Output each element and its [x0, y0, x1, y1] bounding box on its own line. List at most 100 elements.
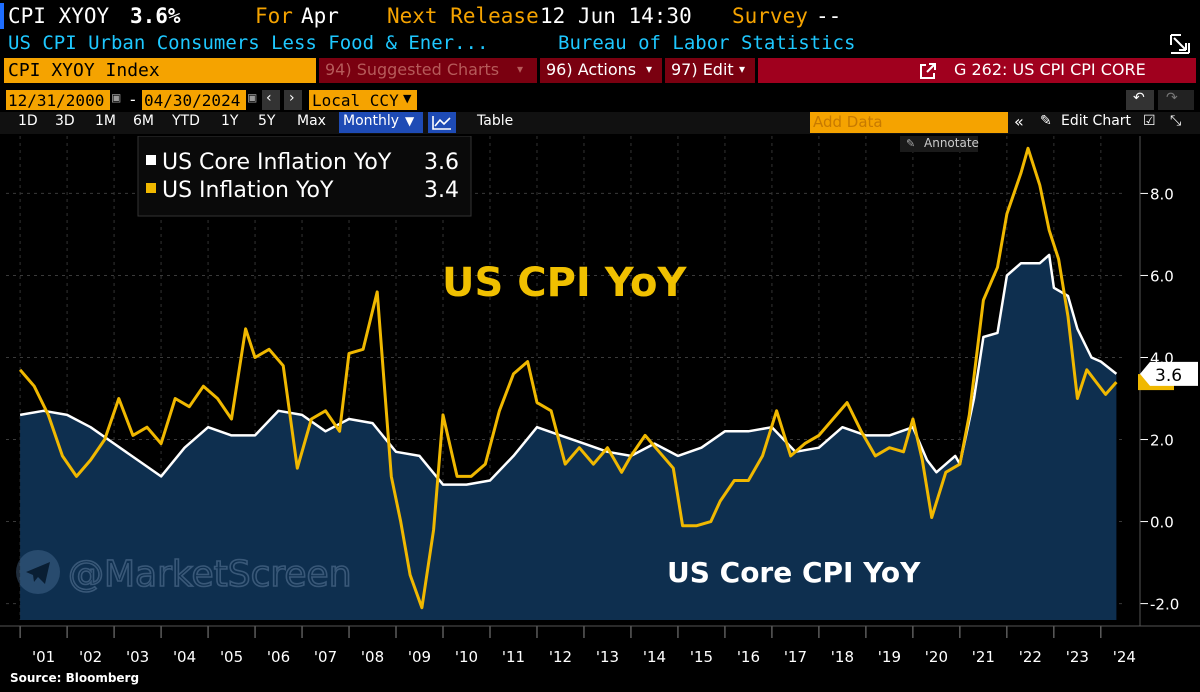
legend-value-core: 3.6 [424, 150, 459, 175]
x-tick-label: '01 [32, 648, 55, 666]
x-tick-label: '14 [643, 648, 666, 666]
source-note: Source: Bloomberg [10, 671, 139, 685]
chart-settings-icon[interactable]: ☑ [1143, 113, 1156, 129]
series-description: US CPI Urban Consumers Less Food & Ener.… [8, 32, 489, 54]
actions-chevron-icon: ▾ [646, 62, 653, 76]
legend-label-headline: US Inflation YoY [162, 178, 334, 203]
frequency-chevron-icon: ▼ [405, 114, 415, 128]
watermark-text: @MarketScreen [68, 554, 352, 595]
start-date-field[interactable]: 12/31/2000 [6, 90, 110, 110]
actions-label: 96) Actions [546, 60, 637, 79]
x-tick-label: '15 [690, 648, 713, 666]
last-value-label: 3.6 [1155, 366, 1182, 386]
next-release-label: Next Release [387, 4, 539, 28]
ticker-marker [0, 3, 4, 29]
x-tick-label: '11 [502, 648, 525, 666]
x-tick-label: '03 [126, 648, 149, 666]
prev-period-button[interactable]: ‹ [262, 90, 280, 110]
period-button-6m[interactable]: 6M [133, 113, 154, 129]
end-calendar-icon[interactable]: ▣ [248, 90, 257, 106]
chevron-left-icon: ‹ [266, 90, 272, 106]
headline-inflation-line [18, 146, 1118, 610]
edit-label: 97) Edit [671, 60, 734, 79]
security-field-label: CPI XYOY Index [8, 60, 160, 81]
range-bar: 12/31/2000 ▣ - 04/30/2024 ▣ ‹ › Local CC… [0, 90, 1200, 112]
axis-layer: -2.00.02.04.06.08.0'01'02'03'04'05'06'07… [0, 136, 1200, 666]
legend-box [137, 136, 472, 217]
x-tick-label: '18 [831, 648, 854, 666]
x-tick-label: '23 [1066, 648, 1089, 666]
y-tick-label: 6.0 [1150, 267, 1174, 285]
period-button-ytd[interactable]: YTD [172, 113, 200, 129]
expand-icon[interactable]: ⤡ [1170, 113, 1182, 129]
popout-icon[interactable] [1168, 32, 1192, 56]
for-label: For [255, 4, 293, 28]
x-tick-label: '21 [972, 648, 995, 666]
period-button-1m[interactable]: 1M [95, 113, 116, 129]
telegram-plane-icon [26, 562, 50, 584]
x-tick-label: '16 [737, 648, 760, 666]
legend-swatch-headline [146, 183, 156, 193]
survey-label: Survey [732, 4, 808, 28]
line-layer [18, 146, 1118, 610]
frequency-value: Monthly [343, 113, 400, 129]
core-inflation-line [19, 253, 1118, 486]
range-dash: - [128, 90, 138, 109]
x-tick-label: '22 [1019, 648, 1042, 666]
x-tick-label: '06 [267, 648, 290, 666]
chart-title-bar: G 262: US CPI CPI CORE [758, 58, 1196, 83]
chart-subtitle: US Core CPI YoY [667, 556, 921, 589]
period-button-max[interactable]: Max [297, 113, 326, 129]
collapse-left-icon[interactable]: « [1014, 112, 1024, 131]
start-date-value: 12/31/2000 [8, 91, 105, 110]
actions-button[interactable]: 96) Actions ▾ [540, 58, 662, 83]
chart-title: US CPI YoY [442, 260, 687, 306]
x-tick-label: '19 [878, 648, 901, 666]
x-tick-label: '24 [1113, 648, 1136, 666]
edit-chevron-icon: ▾ [739, 62, 746, 76]
table-button[interactable]: Table [477, 113, 514, 129]
currency-select[interactable]: Local CCY ▼ [309, 90, 417, 110]
header-row-1: CPI XYOY 3.6% For Apr Next Release 12 Ju… [0, 0, 1200, 34]
next-period-button[interactable]: › [284, 90, 302, 110]
period-button-1d[interactable]: 1D [18, 113, 38, 129]
undo-button[interactable]: ↶ [1126, 90, 1154, 110]
x-tick-label: '02 [79, 648, 102, 666]
annotate-button[interactable]: ✎ Annotate [900, 136, 979, 152]
line-chart-icon [432, 116, 451, 130]
x-tick-label: '20 [925, 648, 948, 666]
line-chart-button[interactable] [428, 112, 456, 133]
annotate-pencil-icon: ✎ [906, 137, 915, 150]
period-button-5y[interactable]: 5Y [258, 113, 276, 129]
header-row-2: US CPI Urban Consumers Less Food & Ener.… [0, 32, 1200, 58]
x-tick-label: '08 [361, 648, 384, 666]
x-tick-label: '17 [784, 648, 807, 666]
last-value-marker-core [1140, 361, 1198, 386]
end-date-field[interactable]: 04/30/2024 [142, 90, 246, 110]
currency-value: Local CCY [312, 91, 399, 110]
core-area-fill [20, 254, 1117, 620]
edit-chart-button[interactable]: Edit Chart [1061, 113, 1132, 129]
suggested-charts-button[interactable]: 94) Suggested Charts ▾ [319, 58, 537, 83]
period-button-3d[interactable]: 3D [55, 113, 75, 129]
label-layer: 3.6 [1138, 361, 1198, 391]
security-field[interactable]: CPI XYOY Index [4, 58, 316, 83]
add-data-placeholder: Add Data [813, 113, 883, 131]
telegram-icon [16, 550, 60, 594]
edit-button[interactable]: 97) Edit ▾ [665, 58, 755, 83]
period-button-1y[interactable]: 1Y [221, 113, 239, 129]
x-tick-label: '12 [549, 648, 572, 666]
start-calendar-icon[interactable]: ▣ [112, 90, 121, 106]
chevron-right-icon: › [289, 90, 295, 106]
period-bar: 1D 3D 1M 6M YTD 1Y 5Y Max Monthly ▼ Table Add D… [0, 112, 1200, 134]
suggested-chevron-icon: ▾ [517, 62, 524, 76]
ticker-value: 3.6% [130, 4, 181, 28]
x-tick-label: '09 [408, 648, 431, 666]
external-link-icon[interactable] [918, 61, 938, 81]
add-data-field[interactable]: Add Data [810, 112, 1008, 133]
end-date-value: 04/30/2024 [144, 91, 241, 110]
ticker[interactable]: CPI XYOY [8, 4, 110, 28]
redo-button[interactable]: ↷ [1158, 90, 1194, 110]
frequency-select[interactable]: Monthly ▼ [339, 112, 423, 133]
legend-swatch-core [146, 155, 156, 165]
